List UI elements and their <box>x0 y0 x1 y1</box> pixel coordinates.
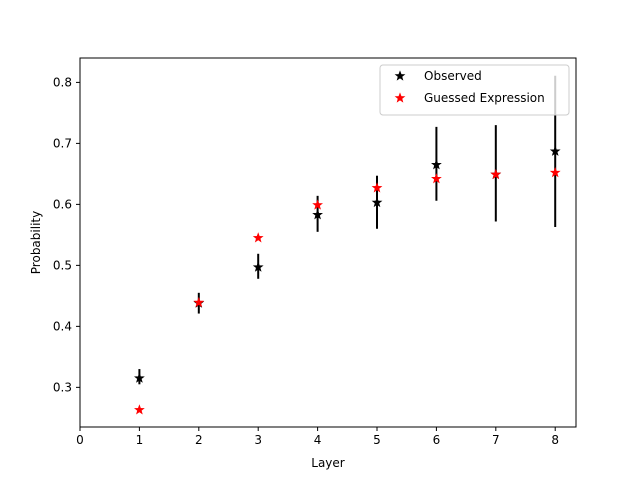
x-tick-label: 7 <box>492 433 500 447</box>
legend: Observed Guessed Expression <box>380 65 569 115</box>
y-tick-label: 0.5 <box>53 258 72 272</box>
legend-label: Observed <box>424 69 482 83</box>
y-tick-label: 0.3 <box>53 380 72 394</box>
y-tick-label: 0.7 <box>53 136 72 150</box>
x-tick-label: 0 <box>76 433 84 447</box>
x-tick-label: 4 <box>314 433 322 447</box>
legend-label: Guessed Expression <box>424 91 545 105</box>
x-tick-label: 2 <box>195 433 203 447</box>
x-axis-label: Layer <box>311 456 345 470</box>
x-tick-label: 3 <box>254 433 262 447</box>
y-tick-label: 0.6 <box>53 197 72 211</box>
y-axis-label: Probability <box>29 211 43 274</box>
y-tick-label: 0.8 <box>53 75 72 89</box>
y-tick-label: 0.4 <box>53 319 72 333</box>
x-tick-label: 1 <box>136 433 144 447</box>
x-tick-label: 8 <box>551 433 559 447</box>
x-tick-label: 5 <box>373 433 381 447</box>
x-tick-label: 6 <box>433 433 441 447</box>
